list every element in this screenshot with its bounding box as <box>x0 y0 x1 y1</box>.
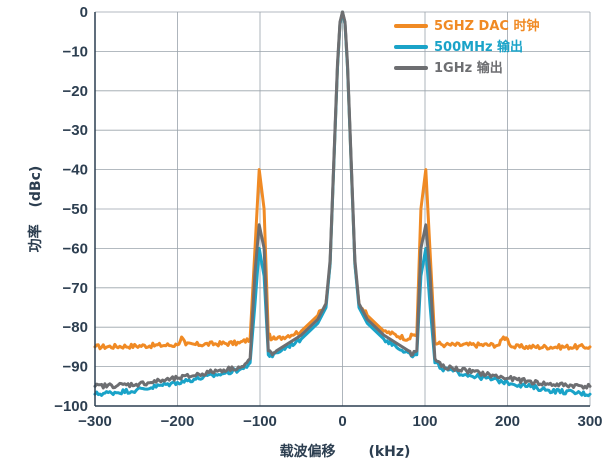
y-tick-label-10: −100 <box>54 398 88 415</box>
x-tick-label-6: 300 <box>577 413 602 430</box>
y-tick-label-4: −40 <box>63 162 88 179</box>
x-axis-label: 载波偏移 <box>280 443 336 460</box>
y-tick-label-7: −70 <box>63 280 88 297</box>
y-axis-unit: (dBc) <box>28 166 44 208</box>
legend-label-0: 5GHZ DAC 时钟 <box>434 18 539 34</box>
x-tick-label-3: 0 <box>338 413 346 430</box>
x-tick-label-2: −100 <box>243 413 277 430</box>
y-tick-label-1: −10 <box>63 43 88 60</box>
x-tick-label-0: −300 <box>78 413 112 430</box>
legend-label-2: 1GHz 输出 <box>434 60 503 76</box>
y-axis-title: 功率 (dBc) <box>27 166 44 253</box>
y-tick-label-6: −60 <box>63 240 88 257</box>
y-tick-label-5: −50 <box>63 201 88 218</box>
y-tick-label-2: −20 <box>63 83 88 100</box>
tick-labels: −300 −200 −100 0 100 200 300 0 −10 −20 −30 −40 −50 −6… <box>54 4 602 430</box>
x-tick-label-1: −200 <box>161 413 195 430</box>
x-tick-label-5: 200 <box>495 413 520 430</box>
y-tick-label-0: 0 <box>80 4 88 21</box>
legend: 5GHZ DAC 时钟 500MHz 输出 1GHz 输出 <box>394 18 539 76</box>
x-axis-title: 载波偏移 (kHz) <box>280 443 411 460</box>
x-tick-label-4: 100 <box>412 413 437 430</box>
grid <box>94 11 591 407</box>
series-line-2 <box>93 10 592 390</box>
series-layer <box>93 10 592 398</box>
y-tick-label-3: −30 <box>63 122 88 139</box>
y-axis-label: 功率 <box>27 224 44 252</box>
x-axis-unit: (kHz) <box>368 444 410 460</box>
axes <box>94 12 590 407</box>
y-tick-label-9: −90 <box>63 359 88 376</box>
legend-label-1: 500MHz 输出 <box>434 39 523 55</box>
y-tick-label-8: −80 <box>63 319 88 336</box>
